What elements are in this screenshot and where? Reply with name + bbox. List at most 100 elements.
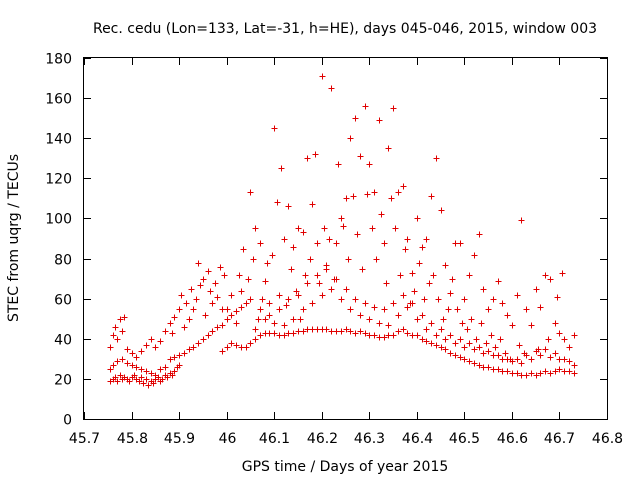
data-point bbox=[350, 193, 357, 200]
data-point bbox=[200, 336, 207, 343]
data-point bbox=[461, 344, 468, 351]
data-point bbox=[169, 372, 176, 379]
data-point bbox=[423, 236, 430, 243]
data-point bbox=[388, 195, 395, 202]
data-point bbox=[447, 290, 454, 297]
data-point bbox=[561, 356, 568, 363]
data-point bbox=[129, 362, 136, 369]
data-point bbox=[478, 320, 485, 327]
data-point bbox=[433, 342, 440, 349]
x-tick-label: 46.2 bbox=[307, 431, 338, 447]
data-point bbox=[392, 225, 399, 232]
x-tick-label: 46.6 bbox=[497, 431, 528, 447]
data-point bbox=[571, 362, 578, 369]
data-point bbox=[476, 231, 483, 238]
data-point bbox=[121, 314, 128, 321]
data-point bbox=[366, 316, 373, 323]
data-point bbox=[119, 356, 126, 363]
data-point bbox=[274, 199, 281, 206]
data-point bbox=[250, 256, 257, 263]
data-point bbox=[497, 336, 504, 343]
data-point bbox=[148, 370, 155, 377]
data-point bbox=[461, 296, 468, 303]
y-tick-label: 20 bbox=[54, 373, 72, 389]
data-point bbox=[302, 272, 309, 279]
data-point bbox=[247, 189, 254, 196]
data-point bbox=[228, 312, 235, 319]
x-tick-label: 46.5 bbox=[449, 431, 480, 447]
data-point bbox=[421, 296, 428, 303]
data-point bbox=[471, 360, 478, 367]
data-point bbox=[281, 236, 288, 243]
data-point bbox=[176, 352, 183, 359]
data-point bbox=[162, 328, 169, 335]
data-point bbox=[537, 304, 544, 311]
data-point bbox=[452, 340, 459, 347]
data-point bbox=[537, 352, 544, 359]
data-point bbox=[533, 348, 540, 355]
data-point bbox=[440, 316, 447, 323]
data-point bbox=[202, 312, 209, 319]
data-point bbox=[442, 346, 449, 353]
data-point bbox=[300, 306, 307, 313]
data-point bbox=[278, 165, 285, 172]
data-point bbox=[252, 336, 259, 343]
data-point bbox=[129, 350, 136, 357]
data-point bbox=[466, 340, 473, 347]
data-point bbox=[343, 286, 350, 293]
data-point bbox=[509, 358, 516, 365]
data-point bbox=[571, 332, 578, 339]
data-point bbox=[433, 155, 440, 162]
data-point bbox=[233, 342, 240, 349]
data-point bbox=[335, 161, 342, 168]
data-point bbox=[112, 374, 119, 381]
data-point bbox=[276, 292, 283, 299]
data-point bbox=[409, 300, 416, 307]
data-point bbox=[188, 286, 195, 293]
data-point bbox=[516, 342, 523, 349]
data-point bbox=[566, 368, 573, 375]
data-point bbox=[542, 346, 549, 353]
data-point bbox=[352, 115, 359, 122]
data-point bbox=[556, 330, 563, 337]
data-point bbox=[369, 225, 376, 232]
data-point bbox=[381, 240, 388, 247]
data-point bbox=[357, 312, 364, 319]
data-point bbox=[138, 374, 145, 381]
data-point bbox=[395, 312, 402, 319]
data-point bbox=[214, 324, 221, 331]
data-point bbox=[288, 266, 295, 273]
data-point bbox=[566, 344, 573, 351]
data-point bbox=[200, 276, 207, 283]
data-point bbox=[323, 326, 330, 333]
data-point bbox=[295, 225, 302, 232]
data-point bbox=[528, 370, 535, 377]
data-point bbox=[197, 282, 204, 289]
data-point bbox=[285, 296, 292, 303]
data-point bbox=[354, 231, 361, 238]
data-point bbox=[518, 360, 525, 367]
data-point bbox=[224, 306, 231, 313]
data-point bbox=[293, 288, 300, 295]
data-point bbox=[400, 292, 407, 299]
data-point bbox=[136, 378, 143, 385]
data-point bbox=[442, 262, 449, 269]
y-tick-label: 60 bbox=[54, 293, 72, 309]
data-point bbox=[426, 280, 433, 287]
data-point bbox=[119, 328, 126, 335]
data-point bbox=[485, 306, 492, 313]
data-point bbox=[238, 288, 245, 295]
data-point bbox=[397, 272, 404, 279]
data-point bbox=[314, 272, 321, 279]
data-point bbox=[554, 294, 561, 301]
data-point bbox=[419, 244, 426, 251]
data-point bbox=[371, 189, 378, 196]
data-point bbox=[495, 352, 502, 359]
data-point bbox=[509, 322, 516, 329]
data-point bbox=[290, 244, 297, 251]
data-point bbox=[126, 378, 133, 385]
data-point bbox=[190, 306, 197, 313]
data-point bbox=[190, 344, 197, 351]
data-point bbox=[523, 372, 530, 379]
data-point bbox=[514, 370, 521, 377]
